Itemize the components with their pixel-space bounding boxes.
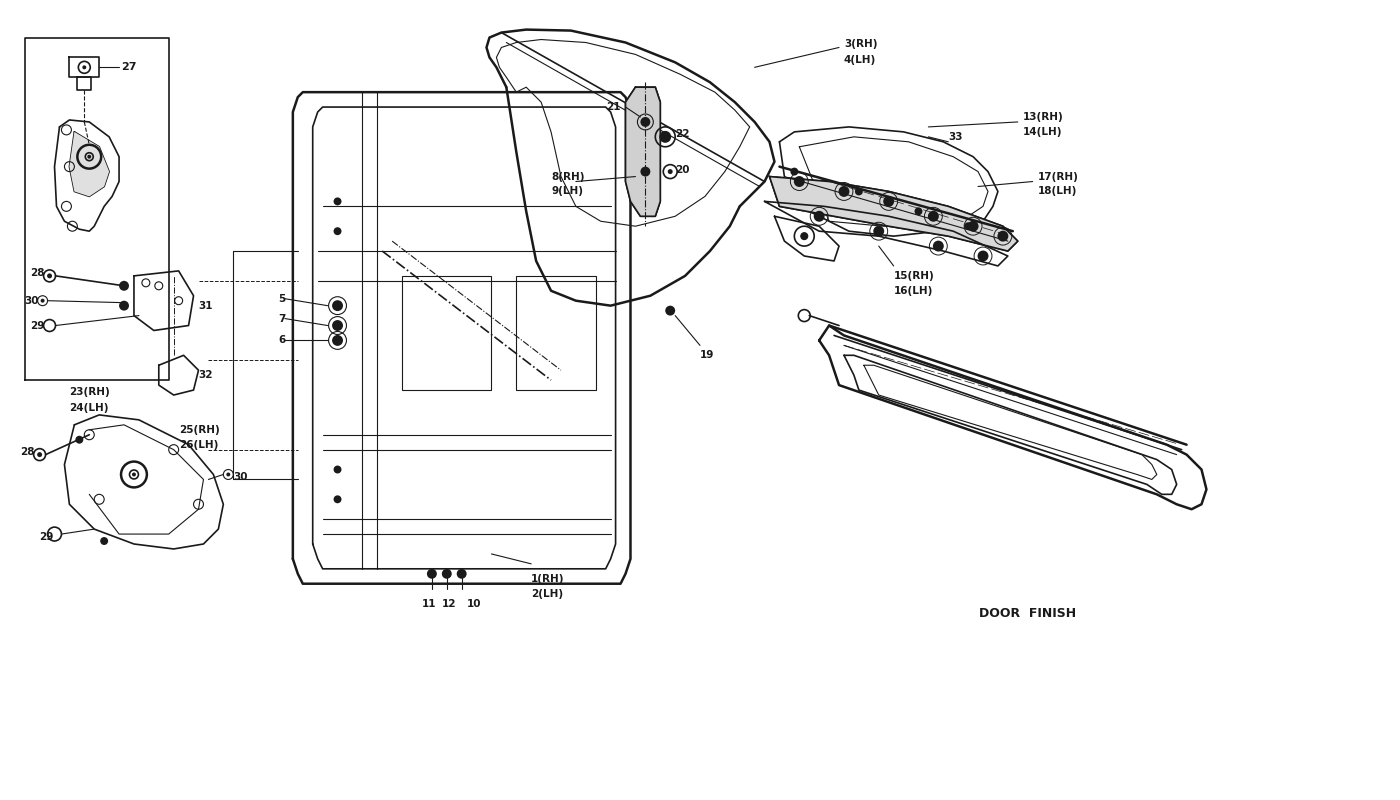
Circle shape [332,320,343,331]
Text: 15(RH): 15(RH) [893,271,934,281]
Text: 28: 28 [29,268,45,278]
Text: 8(RH): 8(RH) [552,171,585,182]
Circle shape [813,211,825,222]
Circle shape [839,186,850,197]
Text: 17(RH): 17(RH) [1037,171,1078,182]
Circle shape [333,466,342,474]
Text: 31: 31 [199,301,213,310]
Text: 10: 10 [466,598,482,609]
Text: DOOR  FINISH: DOOR FINISH [979,607,1077,620]
Text: 23(RH): 23(RH) [70,387,111,397]
Circle shape [640,117,651,127]
Text: 27: 27 [120,62,137,72]
Text: 30: 30 [25,296,39,306]
Circle shape [41,298,45,302]
Text: 4(LH): 4(LH) [844,55,876,66]
Text: 29: 29 [29,321,43,330]
Text: 30: 30 [234,473,248,482]
Text: 5: 5 [279,294,286,304]
Text: 20: 20 [675,165,690,174]
Circle shape [427,569,437,578]
Circle shape [668,169,672,174]
Text: 14(LH): 14(LH) [1023,127,1063,137]
Polygon shape [626,87,661,216]
Circle shape [83,66,87,70]
Text: 1(RH): 1(RH) [531,574,564,584]
Text: 16(LH): 16(LH) [893,286,932,296]
Text: 18(LH): 18(LH) [1037,186,1077,197]
Text: 3(RH): 3(RH) [844,39,878,50]
Text: 28: 28 [20,446,34,457]
Circle shape [332,335,343,346]
Text: 19: 19 [700,350,714,360]
Circle shape [640,166,651,177]
Text: 32: 32 [199,370,213,380]
Text: 9(LH): 9(LH) [552,186,582,197]
Text: 13(RH): 13(RH) [1023,112,1064,122]
Circle shape [87,154,91,158]
Polygon shape [70,132,109,197]
Circle shape [333,227,342,235]
Circle shape [132,473,136,477]
Circle shape [965,222,972,230]
Text: 26(LH): 26(LH) [179,440,218,450]
Circle shape [48,274,52,278]
Text: 29: 29 [39,532,55,542]
Circle shape [456,569,466,578]
Text: 12: 12 [442,598,456,609]
Text: 7: 7 [279,314,286,323]
Circle shape [932,241,944,251]
Circle shape [791,168,798,175]
Text: 22: 22 [675,129,690,139]
Circle shape [101,537,108,545]
Circle shape [119,281,129,290]
Circle shape [38,452,42,457]
Circle shape [977,250,988,262]
Circle shape [855,187,862,195]
Circle shape [659,131,671,142]
Circle shape [442,569,452,578]
Circle shape [967,221,979,232]
Circle shape [874,226,885,237]
Circle shape [227,473,230,477]
Text: 25(RH): 25(RH) [179,425,220,434]
Circle shape [883,196,895,207]
Polygon shape [770,177,1018,251]
Circle shape [794,176,805,187]
Text: 2(LH): 2(LH) [531,589,563,598]
Circle shape [914,207,923,215]
Text: 11: 11 [421,598,437,609]
Text: 21: 21 [606,102,620,112]
Text: 6: 6 [279,335,286,346]
Circle shape [333,495,342,503]
Circle shape [332,300,343,311]
Circle shape [801,233,808,240]
Text: 24(LH): 24(LH) [70,403,109,413]
Circle shape [665,306,675,315]
Circle shape [76,436,84,444]
Circle shape [333,198,342,206]
Circle shape [119,301,129,310]
Circle shape [997,230,1008,242]
Text: 33: 33 [948,132,963,142]
Circle shape [928,211,939,222]
